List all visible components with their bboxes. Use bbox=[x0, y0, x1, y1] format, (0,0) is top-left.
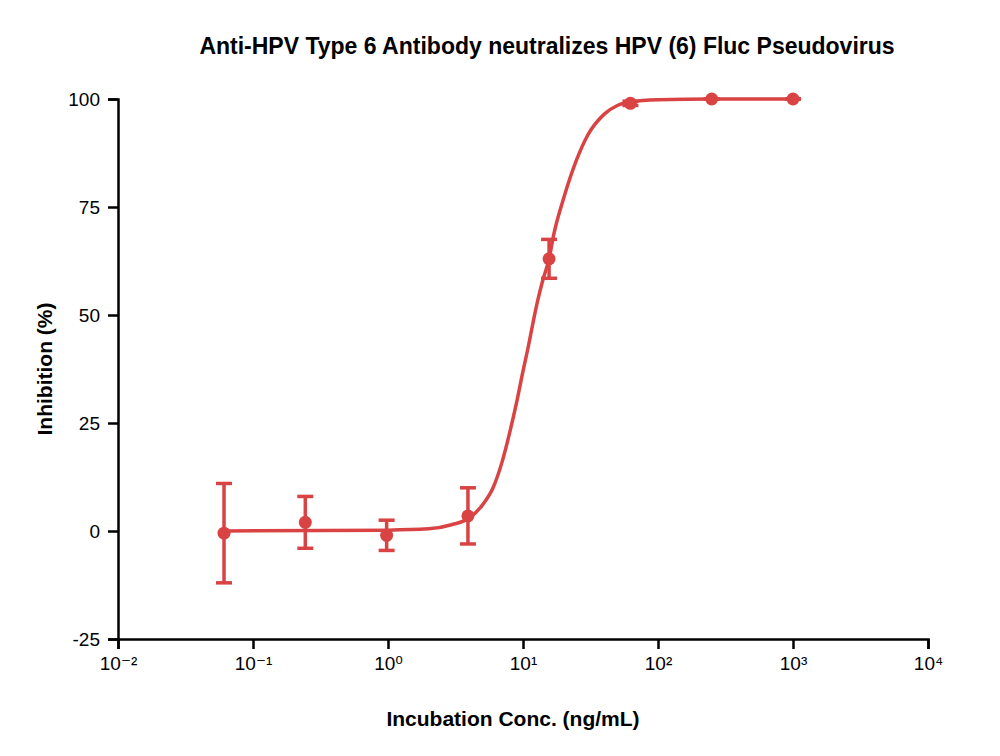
x-tick-label: 10⁻² bbox=[100, 653, 138, 674]
title: Anti-HPV Type 6 Antibody neutralizes HPV… bbox=[199, 33, 894, 59]
x-tick-label: 10⁻¹ bbox=[235, 653, 273, 674]
error-bar-cap bbox=[297, 495, 313, 499]
error-bar-cap bbox=[216, 581, 232, 585]
error-bar-cap bbox=[379, 518, 395, 522]
y-tick: 25 bbox=[79, 413, 118, 434]
error-bar-cap bbox=[379, 549, 395, 553]
x-tick-mark bbox=[657, 639, 660, 649]
x-tick: 10³ bbox=[780, 639, 807, 674]
point bbox=[218, 527, 231, 540]
x-tick-label: 10¹ bbox=[510, 653, 537, 674]
error-bar bbox=[297, 496, 313, 548]
x-tick-mark bbox=[252, 639, 255, 649]
y-tick: -25 bbox=[73, 629, 118, 650]
y-tick-label: 50 bbox=[79, 305, 100, 326]
x-axis: 10⁻² 10⁻¹ 10⁰ 10¹ 10² 10³ 10⁴ bbox=[100, 639, 943, 674]
y-tick-label: 0 bbox=[89, 521, 100, 542]
x-tick: 10¹ bbox=[510, 639, 537, 674]
x-tick-mark bbox=[387, 639, 390, 649]
y-tick-mark bbox=[108, 314, 118, 317]
error-bar bbox=[216, 483, 232, 582]
x-tick: 10⁻² bbox=[100, 639, 138, 674]
y-tick-label: 100 bbox=[68, 89, 100, 110]
x-tick-label: 10⁰ bbox=[374, 653, 403, 674]
x-tick: 10⁰ bbox=[374, 639, 403, 674]
y-axis-title: Inhibition (%) bbox=[33, 303, 56, 436]
x-tick: 10⁴ bbox=[914, 639, 943, 674]
x-tick-label: 10⁴ bbox=[914, 653, 943, 674]
y-axis: -25 0 25 50 75 100 bbox=[68, 89, 118, 650]
error-bar bbox=[379, 520, 395, 550]
x-tick: 10² bbox=[645, 639, 672, 674]
error-bar-cap bbox=[460, 486, 476, 490]
y-tick-mark bbox=[108, 638, 118, 641]
error-bar-cap bbox=[216, 482, 232, 486]
error-bar-cap bbox=[297, 547, 313, 551]
y-tick: 50 bbox=[79, 305, 118, 326]
chart: Anti-HPV Type 6 Antibody neutralizes HPV… bbox=[0, 0, 1000, 756]
error-bar-cap bbox=[460, 542, 476, 546]
fit-curve bbox=[224, 99, 793, 531]
x-tick-mark bbox=[792, 639, 795, 649]
x-tick-label: 10² bbox=[645, 653, 672, 674]
x-tick-mark bbox=[522, 639, 525, 649]
y-tick: 0 bbox=[89, 521, 118, 542]
y-tick: 100 bbox=[68, 89, 118, 110]
y-tick-label: 75 bbox=[79, 197, 100, 218]
points bbox=[216, 93, 801, 583]
y-tick-mark bbox=[108, 530, 118, 533]
x-tick-mark bbox=[927, 639, 930, 649]
y-tick-mark bbox=[108, 98, 118, 101]
y-tick-mark bbox=[108, 422, 118, 425]
point bbox=[299, 516, 312, 529]
x-tick: 10⁻¹ bbox=[235, 639, 273, 674]
plot-area bbox=[216, 93, 801, 583]
x-tick-label: 10³ bbox=[780, 653, 807, 674]
y-tick-label: 25 bbox=[79, 413, 100, 434]
y-tick-label: -25 bbox=[73, 629, 100, 650]
x-axis-title: Incubation Conc. (ng/mL) bbox=[386, 707, 639, 730]
y-axis-line bbox=[108, 100, 119, 640]
y-tick: 75 bbox=[79, 197, 118, 218]
y-tick-mark bbox=[108, 206, 118, 209]
x-axis-line bbox=[119, 640, 929, 650]
